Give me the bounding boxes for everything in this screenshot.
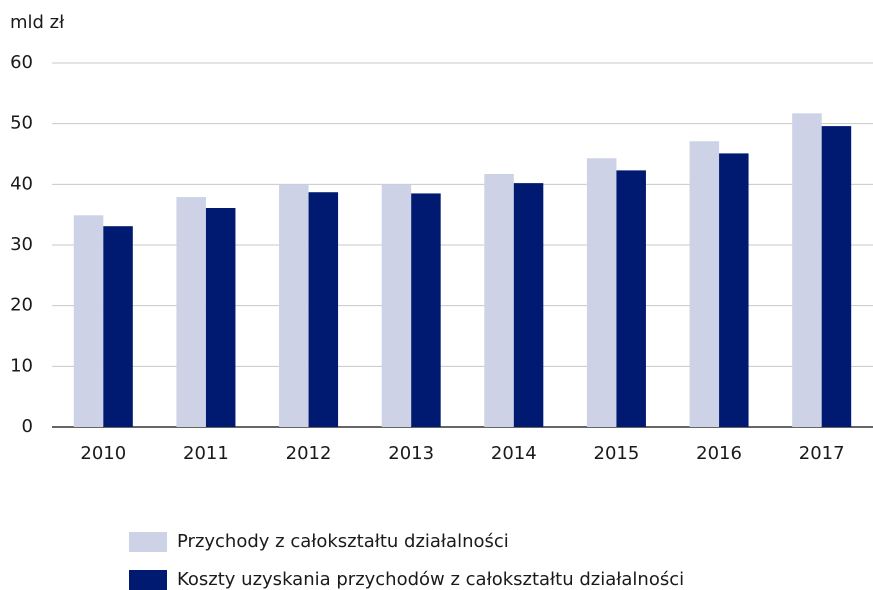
y-tick-label: 60 (10, 52, 33, 73)
bar (719, 153, 749, 428)
bar (513, 183, 544, 427)
x-tick-label: 2015 (594, 443, 640, 464)
legend-swatch (129, 570, 167, 590)
y-axis-label: mld zł (10, 12, 65, 33)
x-tick-label: 2012 (286, 443, 332, 464)
y-tick-label: 0 (22, 416, 33, 437)
legend-swatch (129, 532, 167, 552)
y-tick-label: 30 (10, 234, 33, 255)
bar (484, 174, 514, 427)
x-tick-label: 2013 (388, 443, 434, 464)
y-tick-label: 40 (10, 173, 33, 194)
bar (279, 184, 309, 427)
bar (176, 197, 206, 427)
bar (411, 193, 441, 427)
x-tick-label: 2017 (799, 443, 845, 464)
x-tick-label: 2010 (80, 443, 126, 464)
legend-label: Koszty uzyskania przychodów z całokształ… (177, 569, 684, 590)
bar (381, 184, 412, 427)
y-tick-label: 20 (10, 295, 33, 316)
bar (616, 170, 646, 427)
y-tick-label: 50 (10, 113, 33, 134)
bar (73, 215, 104, 427)
bar (103, 226, 133, 427)
legend-label: Przychody z całokształtu działalności (177, 531, 509, 552)
y-tick-label: 10 (10, 355, 33, 376)
bar (689, 141, 720, 427)
bar (821, 126, 852, 428)
x-tick-label: 2011 (183, 443, 229, 464)
bar (586, 158, 617, 427)
bar (205, 207, 236, 427)
x-tick-label: 2016 (696, 443, 742, 464)
bar (308, 192, 339, 427)
bar (792, 113, 822, 427)
x-tick-label: 2014 (491, 443, 537, 464)
